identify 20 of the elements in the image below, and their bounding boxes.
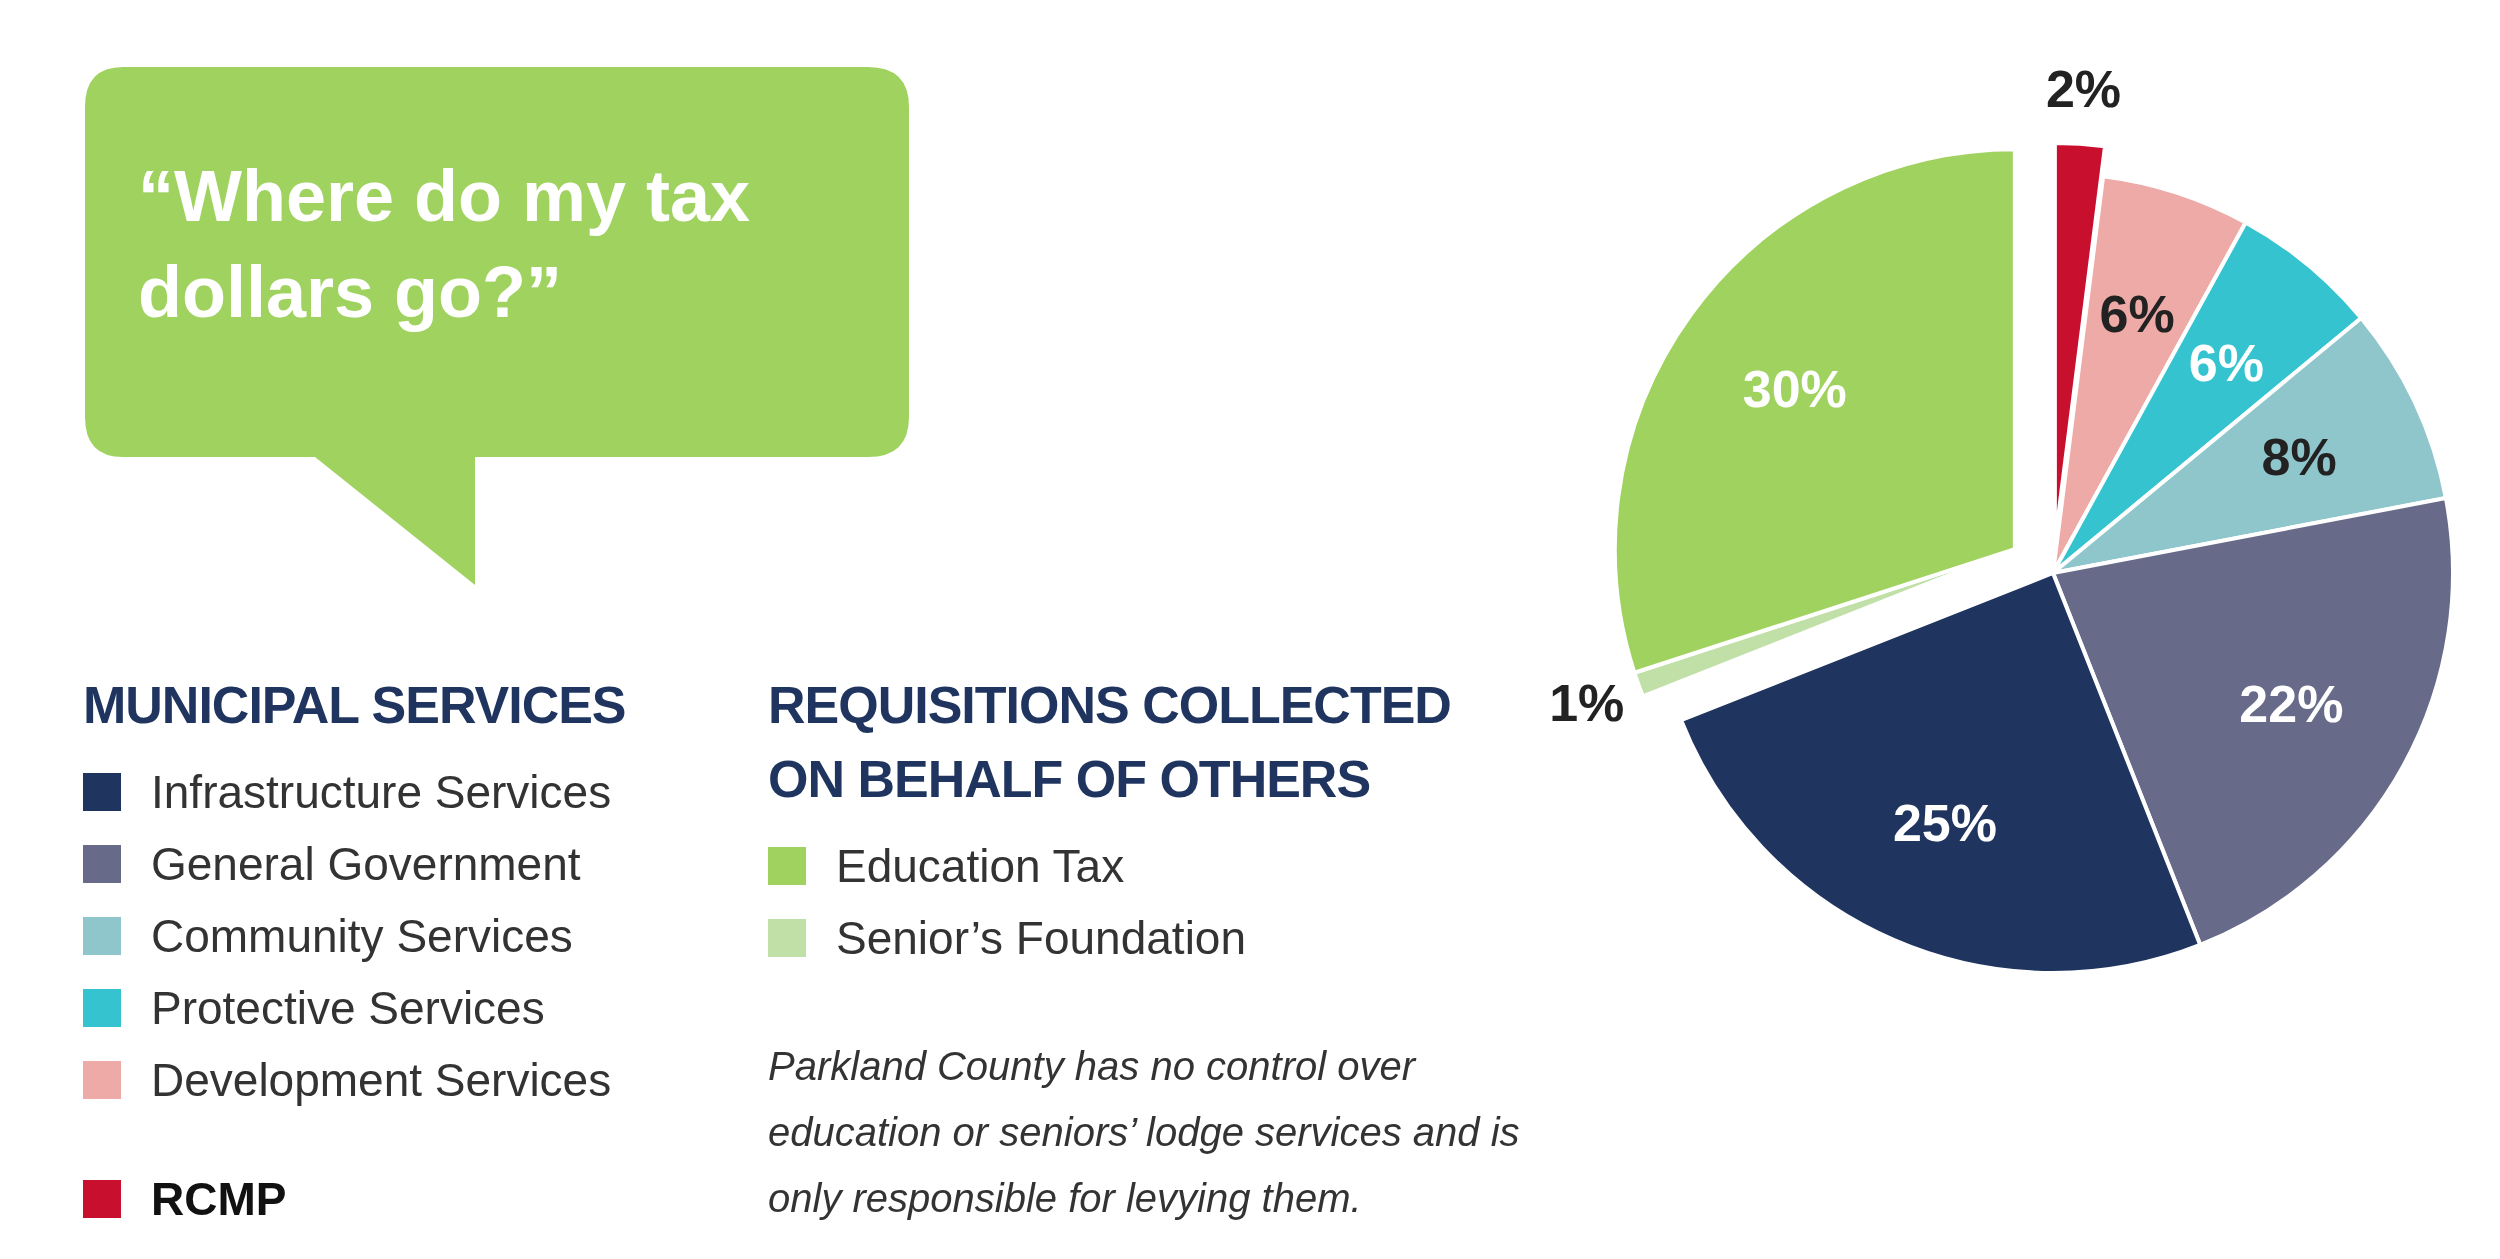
- legend-label: Development Services: [151, 1053, 612, 1107]
- legend-label: Protective Services: [151, 981, 545, 1035]
- text: REQUISITIONS COLLECTED ON BEHALF OF OTHERS: [768, 675, 1452, 810]
- data-label: 22%: [2239, 675, 2344, 734]
- text: MUNICIPAL SERVICES: [83, 675, 627, 736]
- data-label: 6%: [2099, 285, 2175, 344]
- data-label: 25%: [1892, 793, 1998, 852]
- legend-label: Community Services: [151, 909, 573, 963]
- data-label: 6%: [2188, 334, 2264, 393]
- text: “Where do my tax dollars go?”: [138, 155, 752, 334]
- legend-label: Education Tax: [836, 839, 1125, 893]
- data-label: 30%: [1742, 360, 1847, 419]
- data-label: 1%: [1549, 674, 1625, 733]
- legend-label: Senior’s Foundation: [836, 911, 1247, 965]
- legend-label: RCMP: [151, 1172, 287, 1226]
- legend-label: General Government: [151, 837, 581, 891]
- text: Parkland County has no control over education or seniors’ lodge services and is only responsible for levying them.: [768, 1043, 1521, 1222]
- data-label: 8%: [2261, 428, 2337, 487]
- legend-label: Infrastructure Services: [151, 765, 612, 819]
- data-label: 2%: [2045, 59, 2122, 118]
